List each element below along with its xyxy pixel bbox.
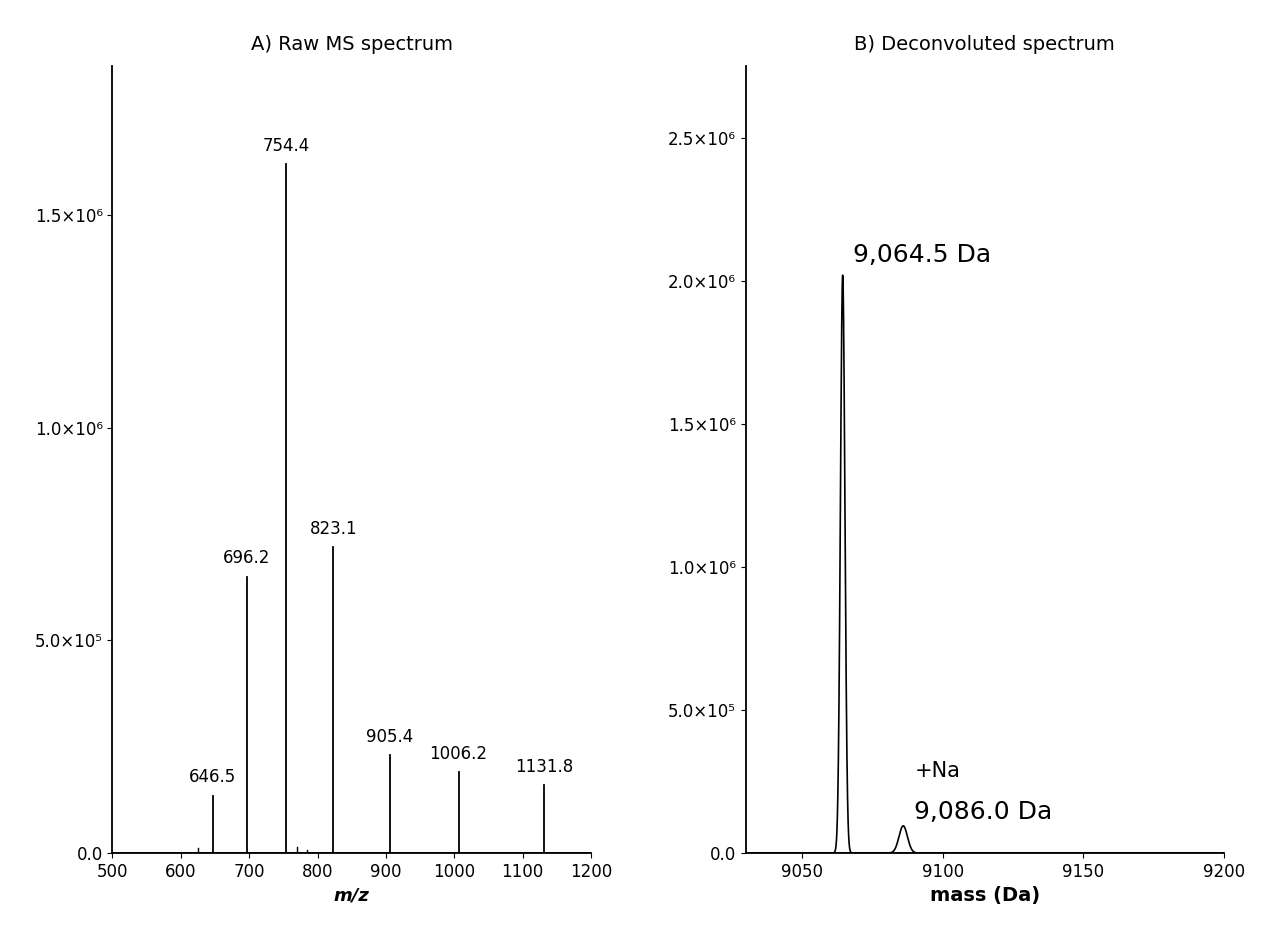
- Text: 696.2: 696.2: [223, 549, 270, 567]
- Text: 646.5: 646.5: [189, 768, 237, 786]
- Text: 9,086.0 Da: 9,086.0 Da: [914, 800, 1052, 824]
- Text: +Na: +Na: [914, 761, 960, 781]
- X-axis label: mass (Da): mass (Da): [929, 886, 1039, 905]
- Title: A) Raw MS spectrum: A) Raw MS spectrum: [251, 35, 453, 54]
- Text: 905.4: 905.4: [366, 728, 413, 745]
- Text: 9,064.5 Da: 9,064.5 Da: [852, 243, 991, 267]
- Text: 1131.8: 1131.8: [516, 758, 573, 776]
- Text: 1006.2: 1006.2: [430, 744, 488, 763]
- Text: 754.4: 754.4: [262, 137, 310, 155]
- X-axis label: m/z: m/z: [334, 886, 370, 904]
- Title: B) Deconvoluted spectrum: B) Deconvoluted spectrum: [855, 35, 1115, 54]
- Text: 823.1: 823.1: [310, 520, 357, 538]
